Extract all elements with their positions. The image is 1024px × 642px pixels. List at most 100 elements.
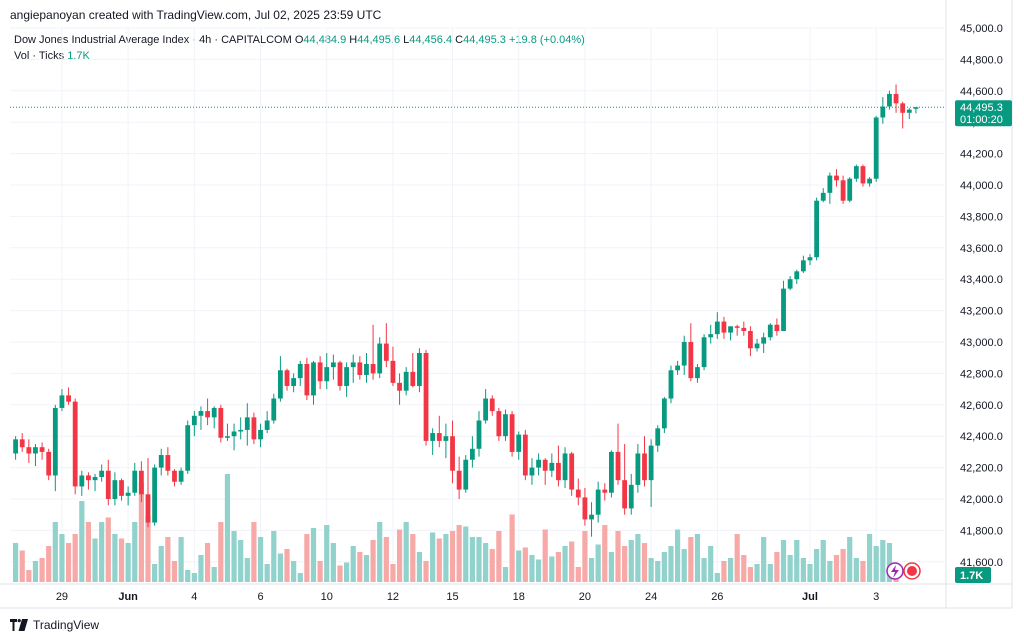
volume-bar: [727, 558, 734, 582]
candle-body: [469, 448, 475, 460]
candle-body: [417, 352, 422, 386]
candle-body: [900, 103, 906, 113]
candle-body: [370, 363, 376, 374]
candle-body: [807, 257, 813, 261]
candle-body: [820, 192, 826, 201]
candle-body: [728, 326, 733, 333]
candle-body: [714, 321, 720, 335]
candle-body: [86, 475, 91, 481]
candle-body: [138, 470, 144, 495]
candle-body: [92, 477, 98, 481]
candle-body: [357, 362, 363, 375]
ohlc-legend: Dow Jones Industrial Average Index · 4h …: [14, 34, 585, 46]
volume-bar: [529, 555, 535, 582]
candle-body: [26, 447, 32, 454]
volume-bar: [211, 567, 217, 582]
candle-body: [840, 180, 846, 201]
candle-body: [165, 455, 171, 471]
volume-bar: [291, 561, 297, 582]
candle-body: [867, 178, 872, 184]
volume-bar: [19, 550, 25, 582]
candle-body: [748, 331, 753, 349]
low-key: L: [403, 34, 410, 46]
candle-body: [291, 378, 297, 386]
volume-bar: [608, 552, 614, 582]
volume-bar: [152, 564, 158, 582]
candle-body: [33, 447, 38, 454]
y-tick-label: 43,800.0: [960, 211, 1003, 223]
candle-body: [410, 371, 416, 386]
volume-bar: [542, 529, 548, 582]
volume-bar: [575, 567, 581, 582]
candle-body: [741, 327, 747, 332]
candle-body: [52, 407, 58, 476]
candle-body: [72, 401, 78, 487]
volume-bar: [714, 573, 720, 582]
x-tick-label: 26: [711, 591, 723, 603]
volume-bar: [416, 552, 423, 582]
candle-body: [59, 395, 65, 408]
candle-body: [734, 326, 740, 328]
candle-body: [556, 462, 561, 481]
volume-bar: [13, 543, 19, 582]
volume-bar: [171, 561, 178, 582]
volume-bar: [46, 546, 52, 582]
candle-body: [66, 395, 71, 402]
volume-bar: [138, 483, 144, 582]
volume-bar: [509, 514, 515, 582]
volume-bar: [377, 522, 383, 582]
volume-bar: [436, 538, 442, 582]
candle-body: [105, 470, 111, 499]
volume-bar: [741, 555, 747, 582]
x-tick-label: 20: [579, 591, 591, 603]
close-key: C: [455, 34, 464, 46]
x-tick-label: Jul: [802, 591, 818, 603]
candle-body: [476, 420, 482, 449]
candle-body: [496, 411, 502, 437]
candle-body: [19, 439, 25, 448]
candle-body: [152, 467, 158, 523]
candle-body: [145, 494, 151, 523]
volume-bar: [483, 543, 489, 582]
volume-bar: [794, 540, 800, 582]
candle-body: [205, 411, 210, 418]
volume-bar: [516, 550, 522, 582]
candle-body: [761, 337, 767, 344]
candle-body: [628, 484, 634, 509]
candle-body: [609, 451, 614, 493]
candle-body: [191, 415, 197, 426]
candle-body: [112, 480, 118, 499]
volume-tag-value: 1.7K: [960, 570, 983, 582]
x-tick-label: 18: [513, 591, 525, 603]
x-tick-label: 10: [321, 591, 333, 603]
volume-bar: [264, 564, 270, 582]
volume-bar: [622, 546, 628, 582]
candle-body: [317, 362, 323, 382]
candle-body: [853, 166, 859, 179]
candle-body: [423, 352, 429, 441]
volume-bar: [535, 559, 542, 582]
candle-body: [46, 451, 52, 476]
candle-body: [906, 109, 912, 113]
footer-brand-name: TradingView: [33, 618, 100, 632]
candle-body: [781, 288, 786, 332]
volume-bar: [708, 546, 714, 582]
volume-bar: [297, 573, 303, 582]
volume-bar: [582, 531, 588, 582]
candle-body: [225, 436, 230, 438]
volume-bar: [218, 522, 224, 582]
candle-body: [178, 470, 184, 482]
y-tick-label: 44,800.0: [960, 54, 1003, 66]
symbol-title[interactable]: Dow Jones Industrial Average Index · 4h …: [14, 34, 292, 46]
volume-bar: [754, 564, 760, 582]
footer-branding[interactable]: TradingView: [10, 618, 99, 632]
volume-bar: [734, 534, 740, 582]
tradingview-logo-icon: [10, 619, 28, 631]
lightning-icon: [891, 565, 899, 578]
candle-body: [450, 436, 455, 471]
candle-body: [39, 447, 45, 452]
volume-bar: [118, 538, 125, 582]
candle-body: [800, 260, 806, 272]
candle-body: [211, 407, 217, 418]
